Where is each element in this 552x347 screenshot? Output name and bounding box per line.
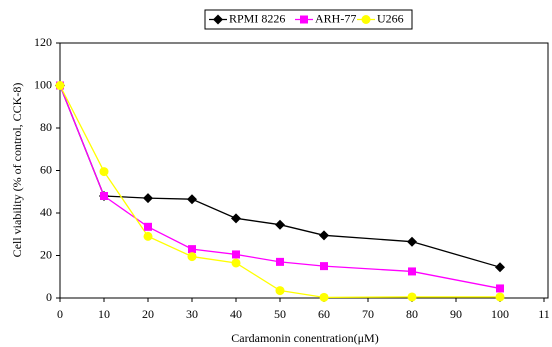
series-line — [59, 85, 501, 268]
marker — [275, 286, 285, 296]
marker — [187, 252, 197, 262]
marker — [213, 14, 223, 25]
marker — [231, 258, 241, 268]
marker — [231, 213, 241, 224]
marker — [408, 267, 416, 276]
x-tick-label: 10 — [98, 307, 110, 321]
y-tick-label: 120 — [34, 35, 52, 49]
x-tick-label: 50 — [274, 307, 286, 321]
x-tick-label: 70 — [362, 307, 374, 321]
marker — [100, 192, 108, 200]
marker — [319, 292, 329, 302]
x-tick-label: 11 — [538, 307, 550, 321]
marker — [320, 262, 328, 271]
marker — [495, 292, 505, 302]
x-axis-label: Cardamonin conentration(μM) — [231, 331, 378, 345]
x-tick-label: 20 — [142, 307, 154, 321]
marker — [188, 245, 196, 254]
y-tick-label: 100 — [34, 77, 52, 91]
y-tick-label: 40 — [40, 205, 52, 219]
marker — [407, 236, 417, 247]
x-tick-label: 100 — [491, 307, 509, 321]
legend-label: ARH-77 — [315, 11, 356, 25]
y-tick-label: 80 — [40, 120, 52, 134]
x-tick-label: 80 — [406, 307, 418, 321]
marker — [232, 250, 240, 259]
legend-label: RPMI 8226 — [229, 11, 285, 25]
marker — [496, 284, 504, 293]
marker — [407, 292, 417, 302]
y-axis-label: Cell viability (% of control, CCK-8) — [10, 83, 24, 258]
marker — [319, 230, 329, 241]
marker — [361, 15, 371, 24]
marker — [275, 219, 285, 230]
x-tick-label: 60 — [318, 307, 330, 321]
marker — [55, 81, 65, 90]
x-tick-label: 0 — [57, 307, 63, 321]
marker — [143, 231, 153, 241]
x-tick-label: 40 — [230, 307, 242, 321]
marker — [144, 222, 152, 231]
marker — [99, 167, 109, 177]
marker — [495, 262, 505, 273]
x-tick-label: 90 — [450, 307, 462, 321]
legend-label: U266 — [377, 11, 404, 25]
marker — [300, 15, 308, 24]
x-tick-label: 30 — [186, 307, 198, 321]
y-tick-label: 0 — [46, 290, 52, 304]
marker — [143, 193, 153, 204]
marker — [276, 257, 284, 266]
y-tick-label: 60 — [40, 162, 52, 176]
marker — [187, 194, 197, 205]
y-tick-label: 20 — [40, 247, 52, 261]
